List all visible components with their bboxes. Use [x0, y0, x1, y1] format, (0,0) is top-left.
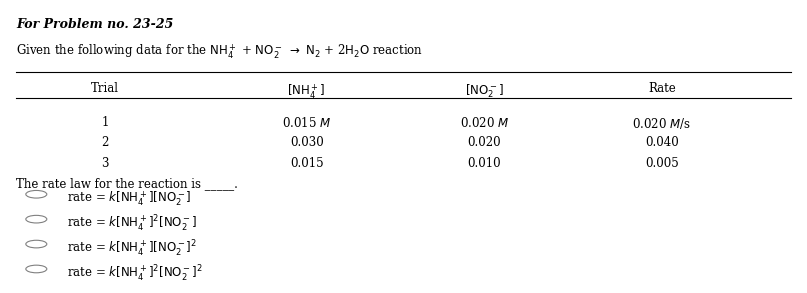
Text: 0.020 $\mathit{M}$/s: 0.020 $\mathit{M}$/s: [633, 116, 691, 131]
Text: 2: 2: [101, 136, 109, 149]
Text: 0.015: 0.015: [290, 157, 324, 170]
Text: rate = $k\mathrm{[NH_4^+][NO_2^-]}$: rate = $k\mathrm{[NH_4^+][NO_2^-]}$: [67, 189, 191, 208]
Text: 1: 1: [101, 116, 109, 129]
Text: Trial: Trial: [91, 82, 119, 95]
Text: For Problem no. 23-25: For Problem no. 23-25: [16, 18, 174, 30]
Text: The rate law for the reaction is _____.: The rate law for the reaction is _____.: [16, 177, 238, 190]
Text: rate = $k\mathrm{[NH_4^+][NO_2^-]^2}$: rate = $k\mathrm{[NH_4^+][NO_2^-]^2}$: [67, 239, 197, 259]
Text: 0.040: 0.040: [645, 136, 679, 149]
Text: rate = $k\mathrm{[NH_4^+]^2[NO_2^-]^2}$: rate = $k\mathrm{[NH_4^+]^2[NO_2^-]^2}$: [67, 264, 203, 284]
Text: 0.015 $\mathit{M}$: 0.015 $\mathit{M}$: [282, 116, 331, 130]
Text: 3: 3: [101, 157, 109, 170]
Text: 0.010: 0.010: [467, 157, 501, 170]
Text: 0.020: 0.020: [467, 136, 501, 149]
Text: 0.005: 0.005: [645, 157, 679, 170]
Text: 0.030: 0.030: [290, 136, 324, 149]
Text: Rate: Rate: [648, 82, 675, 95]
Text: rate = $k\mathrm{[NH_4^+]^2[NO_2^-]}$: rate = $k\mathrm{[NH_4^+]^2[NO_2^-]}$: [67, 214, 197, 234]
Text: Given the following data for the $\mathrm{NH_4^+}$ + $\mathrm{NO_2^-}$ $\rightar: Given the following data for the $\mathr…: [16, 42, 423, 61]
Text: $\mathrm{[NH_4^+]}$: $\mathrm{[NH_4^+]}$: [287, 82, 326, 101]
Text: 0.020 $\mathit{M}$: 0.020 $\mathit{M}$: [460, 116, 508, 130]
Text: $\mathrm{[NO_2^-]}$: $\mathrm{[NO_2^-]}$: [465, 82, 504, 100]
